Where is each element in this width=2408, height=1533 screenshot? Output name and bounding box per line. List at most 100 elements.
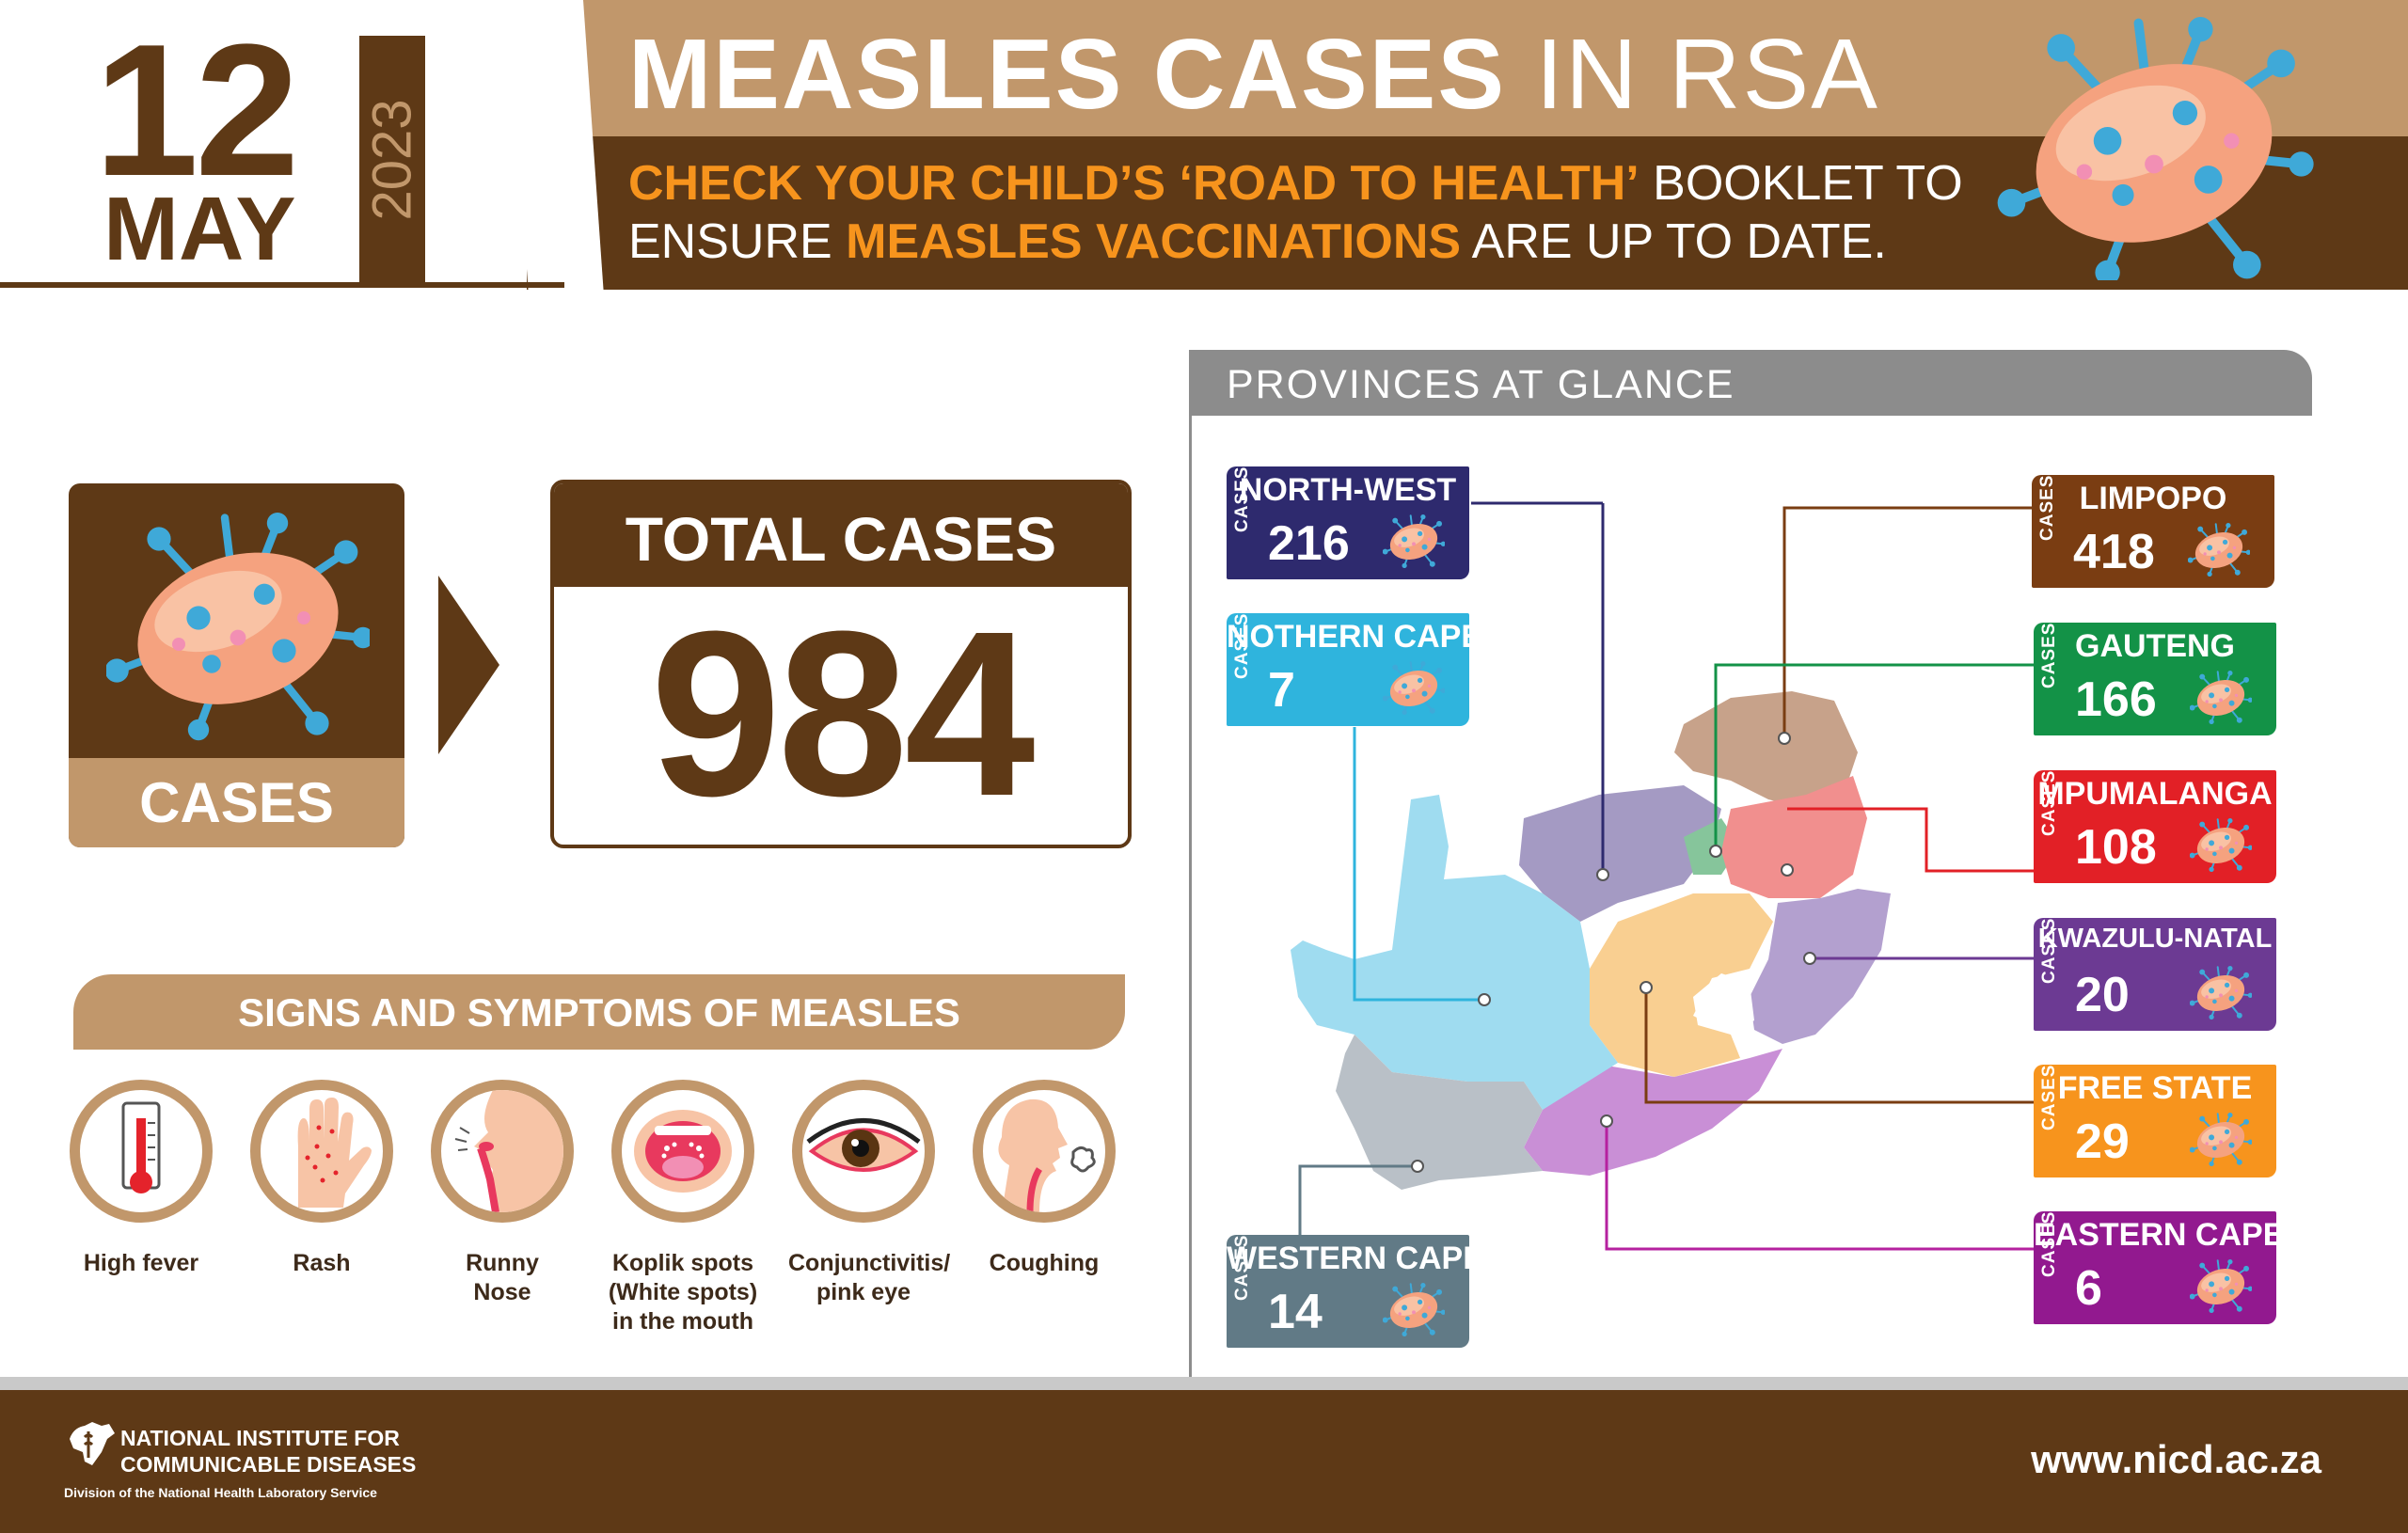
title-bold: MEASLES CASES: [628, 19, 1507, 130]
cases-tag: CASES: [1232, 466, 1252, 532]
symptom-item: Coughing: [969, 1080, 1119, 1278]
virus-icon: [2190, 670, 2252, 724]
symptom-item: High fever: [66, 1080, 216, 1278]
province-card-western-cape: WESTERN CAPE CASES 14: [1227, 1234, 1484, 1348]
subtitle-text-1: BOOKLET TO: [1653, 156, 1963, 211]
virus-icon: [2190, 1258, 2252, 1313]
province-card-free-state: FREE STATE CASES 29: [2034, 1065, 2276, 1177]
year-bar: [359, 36, 425, 282]
province-cases-value: 418: [2073, 525, 2155, 579]
province-card-eastern-cape: EASTERN CAPE CASES 6: [2034, 1210, 2285, 1324]
virus-icon: [2190, 965, 2252, 1019]
total-cases-label: TOTAL CASES: [554, 483, 1128, 587]
province-cases-value: 216: [1268, 516, 1350, 571]
subtitle-highlight-1: CHECK YOUR CHILD’S ‘ROAD TO HEALTH’: [628, 156, 1640, 211]
cases-tag: CASES: [1232, 612, 1252, 679]
province-name: KWAZULU-NATAL: [2037, 924, 2273, 954]
province-cases-value: 166: [2075, 672, 2157, 727]
footer-divider: [0, 1377, 2408, 1390]
virus-icon: [2188, 522, 2250, 577]
date-day: 12: [94, 6, 299, 215]
hand-rash-icon: [250, 1080, 393, 1223]
cases-tag: CASES: [2039, 622, 2059, 688]
map-region-lesotho: [1693, 973, 1754, 1035]
org-name-line2: COMMUNICABLE DISEASES: [120, 1452, 417, 1477]
map-region-kwazulu-natal: [1750, 889, 1891, 1044]
map-region-western-cape: [1336, 1035, 1543, 1190]
cases-tag: CASES: [2039, 1064, 2059, 1130]
runny-nose-icon: [431, 1080, 574, 1223]
org-name: NATIONAL INSTITUTE FOR COMMUNICABLE DISE…: [120, 1425, 416, 1478]
cases-tag: CASES: [2039, 917, 2059, 984]
map-region-limpopo: [1674, 691, 1858, 809]
symptom-item: Runny Nose: [427, 1080, 578, 1307]
subtitle-text-3: ARE UP TO DATE.: [1471, 214, 1887, 269]
website-link[interactable]: www.nicd.ac.za: [2031, 1437, 2321, 1481]
total-cases-card: TOTAL CASES 984: [550, 480, 1132, 848]
province-card-north-west: NORTH-WEST CASES 216: [1227, 466, 1469, 579]
pink-eye-icon: [792, 1080, 935, 1223]
province-card-kwazulu-natal: KWAZULU-NATAL CASES 20: [2034, 918, 2276, 1031]
province-cases-value: 7: [1268, 663, 1295, 718]
subtitle-highlight-2: MEASLES VACCINATIONS: [846, 214, 1462, 269]
nicd-logo-icon: [70, 1422, 115, 1465]
symptom-label: Conjunctivitis/ pink eye: [788, 1250, 951, 1305]
province-name: FREE STATE: [2057, 1070, 2253, 1106]
province-cases-value: 108: [2075, 820, 2157, 875]
province-card-mpumalanga: MPUMALANGA CASES 108: [2034, 770, 2276, 883]
cases-tag: CASES: [1232, 1234, 1252, 1301]
virus-icon: [1383, 660, 1445, 715]
province-cases-value: 20: [2075, 968, 2130, 1022]
org-division: Division of the National Health Laborato…: [64, 1485, 377, 1500]
symptom-label: Koplik spots (White spots) in the mouth: [608, 1250, 758, 1335]
symptom-label: High fever: [83, 1250, 199, 1276]
virus-icon: [1994, 17, 2314, 280]
province-name: WESTERN CAPE: [1227, 1241, 1484, 1276]
province-name: NORTH-WEST: [1239, 472, 1457, 508]
map-region-northern-cape: [1291, 795, 1618, 1110]
province-name: NOTHERN CAPE: [1227, 619, 1483, 655]
cases-tag: CASES: [2037, 474, 2057, 541]
virus-icon: [106, 502, 370, 747]
date-underline: [0, 282, 564, 288]
footer-band: [0, 1390, 2408, 1533]
symptom-label: Rash: [293, 1250, 351, 1276]
province-card-northern-cape: NOTHERN CAPE CASES 7: [1227, 612, 1483, 726]
org-name-line1: NATIONAL INSTITUTE FOR: [120, 1426, 400, 1450]
province-card-limpopo: LIMPOPO CASES 418: [2032, 475, 2274, 588]
virus-icon: [2190, 817, 2252, 872]
total-cases-value: 984: [650, 582, 1035, 845]
symptom-item: Conjunctivitis/ pink eye: [788, 1080, 951, 1307]
page-title: MEASLES CASES IN RSA: [628, 24, 1879, 124]
cases-label-band: CASES: [69, 758, 404, 847]
map-region-free-state: [1590, 893, 1773, 1077]
title-rest: IN RSA: [1535, 19, 1879, 130]
symptom-item: Koplik spots (White spots) in the mouth: [608, 1080, 758, 1336]
province-card-gauteng: GAUTENG CASES 166: [2034, 623, 2276, 735]
map-region-mpumalanga: [1721, 776, 1867, 898]
coughing-icon: [973, 1080, 1116, 1223]
map-panel-border: [1189, 350, 1192, 1377]
cases-tag: CASES: [2039, 769, 2059, 836]
south-africa-map: [1291, 501, 2034, 1300]
mouth-spots-icon: [611, 1080, 754, 1223]
province-name: LIMPOPO: [2079, 481, 2227, 516]
province-name: EASTERN CAPE: [2034, 1217, 2285, 1253]
symptoms-title: SIGNS AND SYMPTOMS OF MEASLES: [73, 974, 1125, 1050]
date-month: MAY: [103, 179, 296, 279]
provinces-title: PROVINCES AT GLANCE: [1189, 350, 2312, 416]
symptom-item: Rash: [246, 1080, 397, 1278]
header-subtitle: CHECK YOUR CHILD’S ‘ROAD TO HEALTH’ BOOK…: [628, 154, 1963, 271]
symptom-label: Coughing: [989, 1250, 1100, 1276]
map-region-north-west: [1519, 785, 1721, 922]
province-name: MPUMALANGA: [2037, 776, 2273, 812]
virus-icon: [2190, 1112, 2252, 1166]
virus-icon: [1383, 1282, 1445, 1336]
province-cases-value: 6: [2075, 1261, 2102, 1316]
province-name: GAUTENG: [2075, 628, 2235, 664]
arrow-right-icon: [438, 576, 499, 754]
date-year: 2023: [361, 99, 423, 221]
virus-icon: [1383, 514, 1445, 568]
cases-label: CASES: [139, 771, 334, 834]
cases-tag: CASES: [2039, 1210, 2059, 1277]
